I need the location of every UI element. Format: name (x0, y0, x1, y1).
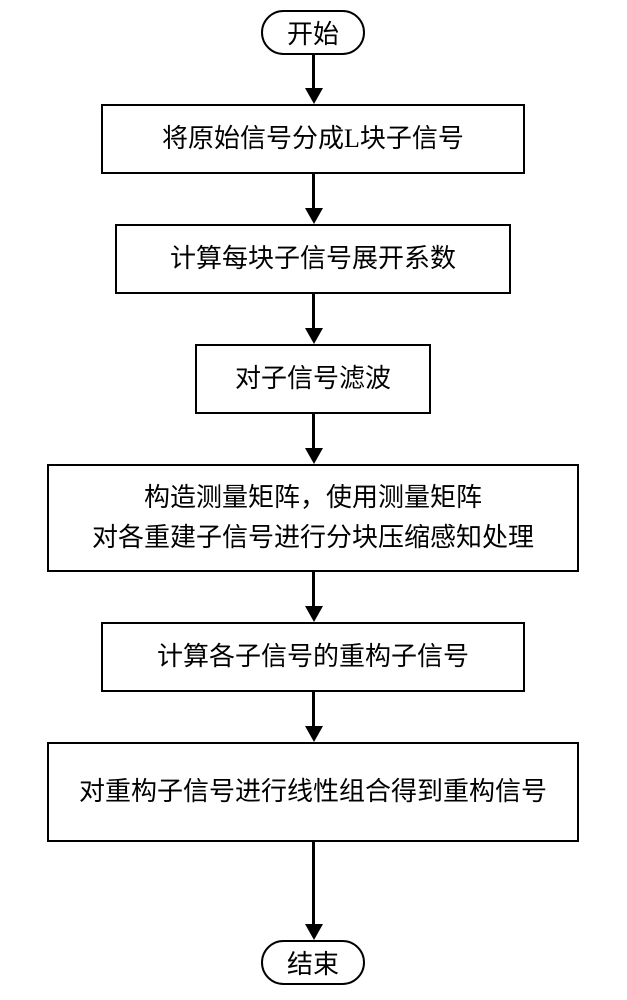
step-5: 计算各子信号的重构子信号 (101, 622, 525, 692)
flowchart-canvas: 开始 将原始信号分成L块子信号 计算每块子信号展开系数 对子信号滤波 构造测量矩… (0, 0, 627, 1000)
step-3-label: 对子信号滤波 (235, 359, 391, 399)
step-4: 构造测量矩阵，使用测量矩阵对各重建子信号进行分块压缩感知处理 (47, 464, 579, 572)
step-1-label: 将原始信号分成L块子信号 (162, 119, 464, 159)
terminal-start-label: 开始 (287, 14, 339, 51)
step-6: 对重构子信号进行线性组合得到重构信号 (47, 742, 579, 842)
terminal-start: 开始 (261, 10, 365, 55)
step-5-label: 计算各子信号的重构子信号 (157, 637, 469, 677)
step-2-label: 计算每块子信号展开系数 (170, 239, 456, 279)
terminal-end: 结束 (261, 940, 365, 985)
step-4-label: 构造测量矩阵，使用测量矩阵对各重建子信号进行分块压缩感知处理 (92, 478, 534, 559)
terminal-end-label: 结束 (287, 944, 339, 981)
step-6-label: 对重构子信号进行线性组合得到重构信号 (79, 772, 547, 812)
step-3: 对子信号滤波 (195, 344, 431, 414)
step-1: 将原始信号分成L块子信号 (101, 104, 525, 174)
step-2: 计算每块子信号展开系数 (115, 224, 511, 294)
